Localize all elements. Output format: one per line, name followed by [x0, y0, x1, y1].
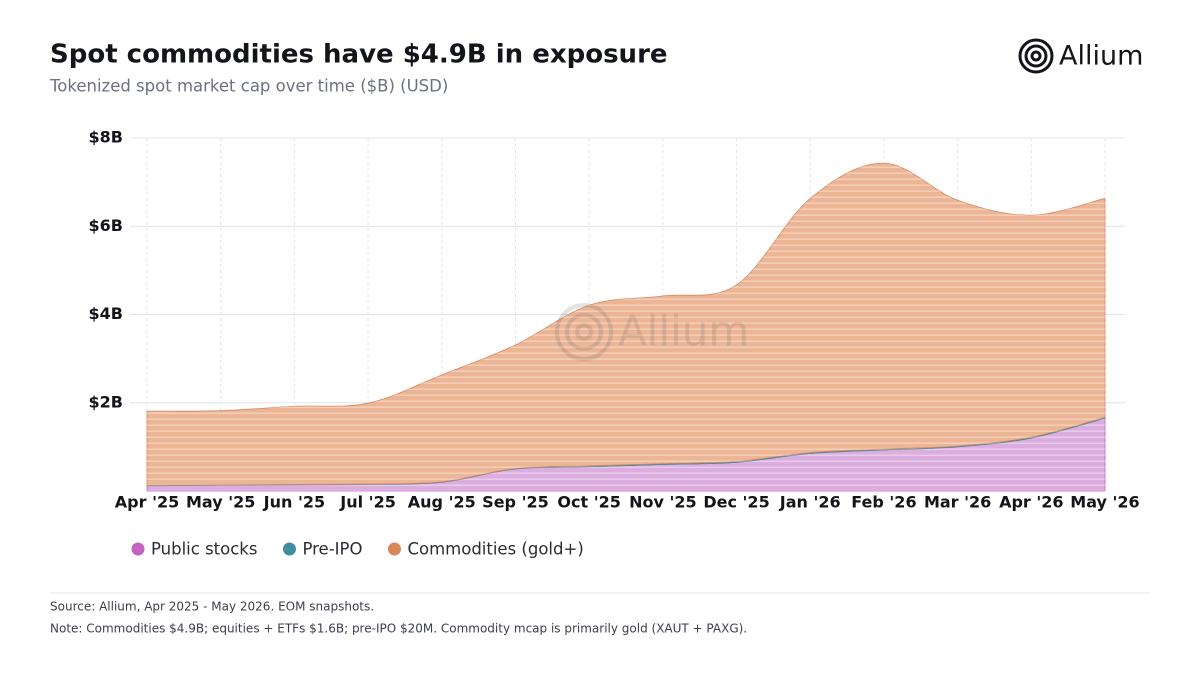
y-tick-label: $6B — [89, 216, 123, 235]
legend-marker — [282, 542, 296, 556]
x-tick-label: Apr '25 — [115, 493, 179, 512]
watermark: Allium — [555, 303, 749, 361]
x-tick-label: May '26 — [1070, 493, 1139, 512]
logo-text: Allium — [1059, 41, 1143, 72]
chart-subtitle: Tokenized spot market cap over time ($B)… — [49, 77, 448, 96]
x-tick-label: Dec '25 — [703, 493, 769, 512]
y-tick-label: $8B — [89, 128, 123, 147]
y-tick-label: $2B — [89, 392, 123, 411]
x-tick-label: Jan '26 — [779, 493, 841, 512]
x-tick-label: Apr '26 — [999, 493, 1063, 512]
x-tick-label: Sep '25 — [482, 493, 549, 512]
legend-marker — [387, 542, 401, 556]
area-texture — [147, 418, 1105, 491]
logo: Allium — [1018, 38, 1143, 74]
legend-label: Public stocks — [151, 540, 257, 559]
x-tick-label: Aug '25 — [408, 493, 476, 512]
legend-marker — [131, 542, 145, 556]
x-tick-label: Feb '26 — [851, 493, 916, 512]
x-tick-label: Jul '25 — [339, 493, 396, 512]
note: Note: Commodities $4.9B; equities + ETFs… — [50, 622, 747, 636]
legend-label: Pre-IPO — [302, 540, 362, 559]
x-tick-label: Nov '25 — [629, 493, 697, 512]
x-tick-label: Oct '25 — [557, 493, 620, 512]
x-tick-label: Mar '26 — [924, 493, 991, 512]
area-texture — [147, 163, 1105, 486]
y-tick-label: $4B — [89, 304, 123, 323]
x-tick-label: May '25 — [186, 493, 255, 512]
watermark-text: Allium — [618, 307, 749, 356]
chart-title: Spot commodities have $4.9B in exposure — [50, 40, 668, 70]
legend-label: Commodities (gold+) — [407, 540, 583, 559]
source: Source: Allium, Apr 2025 - May 2026. EOM… — [50, 600, 374, 614]
x-tick-label: Jun '25 — [263, 493, 325, 512]
